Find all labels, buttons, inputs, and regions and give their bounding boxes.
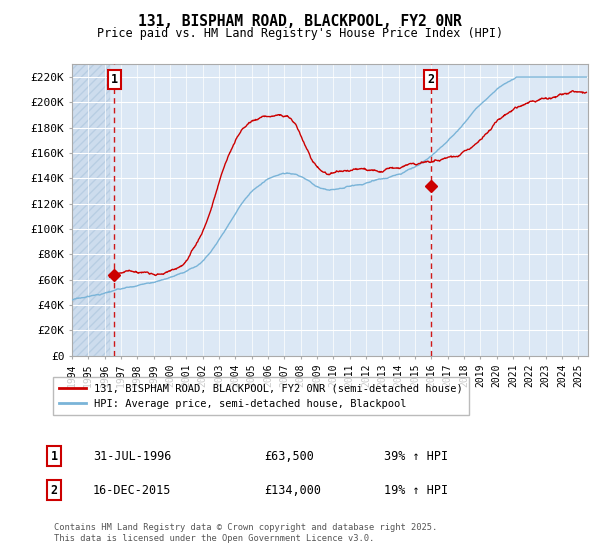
Text: £134,000: £134,000 (264, 483, 321, 497)
Text: 1: 1 (50, 450, 58, 463)
Text: Contains HM Land Registry data © Crown copyright and database right 2025.
This d: Contains HM Land Registry data © Crown c… (54, 524, 437, 543)
Text: 1: 1 (110, 73, 118, 86)
Text: 131, BISPHAM ROAD, BLACKPOOL, FY2 0NR: 131, BISPHAM ROAD, BLACKPOOL, FY2 0NR (138, 14, 462, 29)
Text: Price paid vs. HM Land Registry's House Price Index (HPI): Price paid vs. HM Land Registry's House … (97, 27, 503, 40)
Text: 31-JUL-1996: 31-JUL-1996 (93, 450, 172, 463)
Text: 16-DEC-2015: 16-DEC-2015 (93, 483, 172, 497)
Text: 2: 2 (50, 483, 58, 497)
Text: 19% ↑ HPI: 19% ↑ HPI (384, 483, 448, 497)
Text: £63,500: £63,500 (264, 450, 314, 463)
Text: 2: 2 (427, 73, 434, 86)
Text: 39% ↑ HPI: 39% ↑ HPI (384, 450, 448, 463)
Legend: 131, BISPHAM ROAD, BLACKPOOL, FY2 0NR (semi-detached house), HPI: Average price,: 131, BISPHAM ROAD, BLACKPOOL, FY2 0NR (s… (53, 377, 469, 415)
